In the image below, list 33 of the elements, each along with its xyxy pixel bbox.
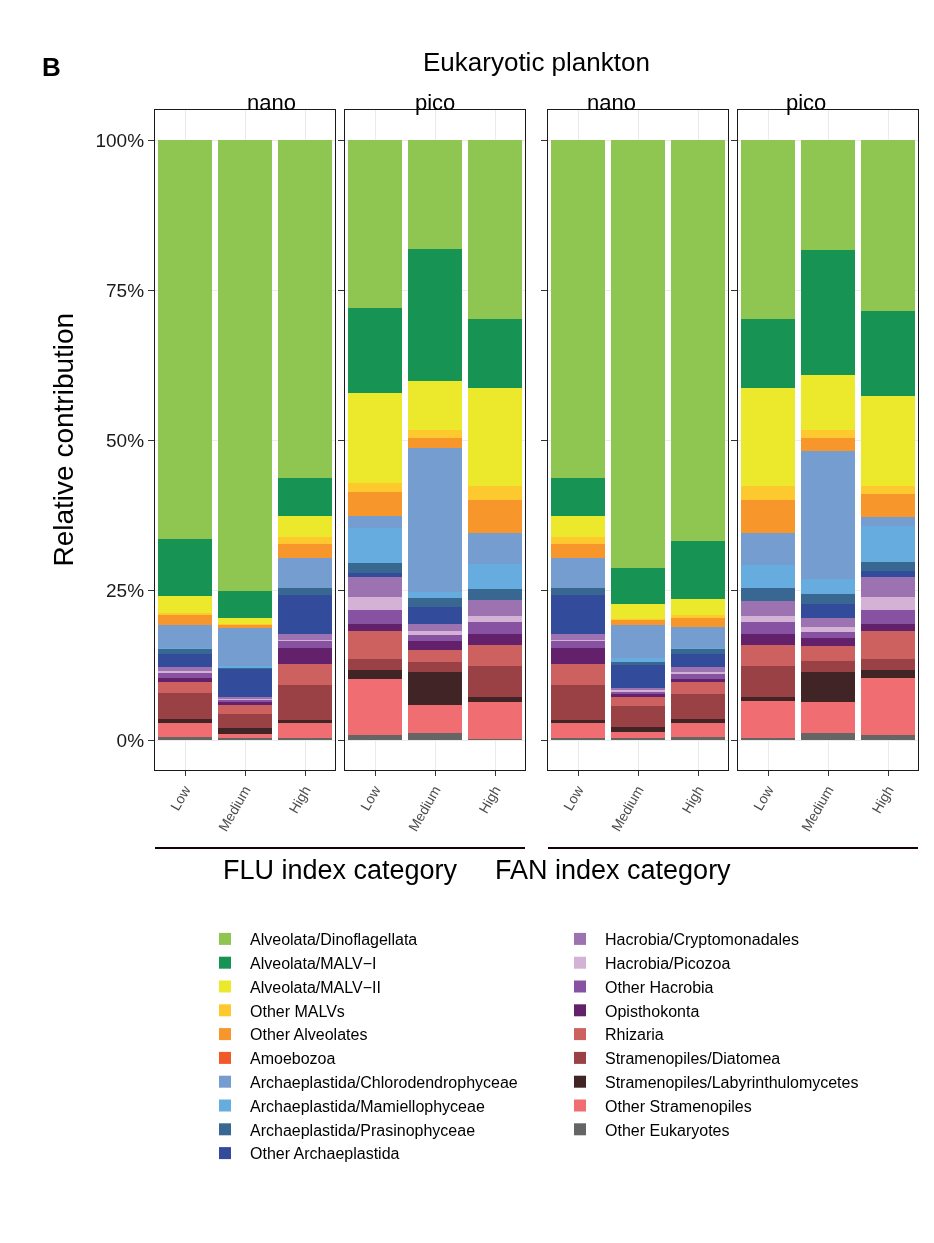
chart-title: nano [587,90,636,115]
legend-label: Alveolata/MALV−II [250,978,381,996]
y-tick-label: 50% [106,429,145,451]
legend-label: Alveolata/Dinoflagellata [250,931,418,949]
y-tick-label: 100% [95,129,145,151]
legend-label: Rhizaria [605,1026,664,1044]
y-axis-title: Relative contribution [47,312,79,567]
y-tick-label: 25% [106,579,145,601]
chart-title: pico [415,90,456,115]
chart-title: nano [247,90,296,115]
legend-label: Stramenopiles/Diatomea [605,1050,781,1068]
x-axis-title: FLU index category [223,855,458,885]
y-tick-label: 75% [106,279,145,301]
chart-title: pico [786,90,827,115]
legend-label: Other MALVs [250,1002,345,1020]
legend-label: Other Stramenopiles [605,1097,752,1115]
legend-label: Opisthokonta [605,1002,700,1020]
legend-label: Other Alveolates [250,1026,368,1044]
text: B [42,52,61,82]
legend-label: Stramenopiles/Labyrinthulomycetes [605,1073,859,1091]
legend-label: Alveolata/MALV−I [250,954,377,972]
legend-label: Amoebozoa [250,1050,336,1068]
legend-label: Archaeplastida/Prasinophyceae [250,1121,476,1139]
y-tick-label: 0% [116,729,145,751]
legend-label: Other Eukaryotes [605,1121,730,1139]
legend-label: Other Hacrobia [605,978,714,996]
legend-label: Hacrobia/Picozoa [605,954,731,972]
legend-label: Hacrobia/Cryptomonadales [605,931,799,949]
legend-label: Archaeplastida/Mamiellophyceae [250,1097,485,1115]
text: Eukaryotic plankton [423,47,650,77]
legend-label: Archaeplastida/Chlorodendrophyceae [250,1073,518,1091]
legend-label: Other Archaeplastida [250,1145,400,1163]
x-axis-title: FAN index category [495,855,732,885]
